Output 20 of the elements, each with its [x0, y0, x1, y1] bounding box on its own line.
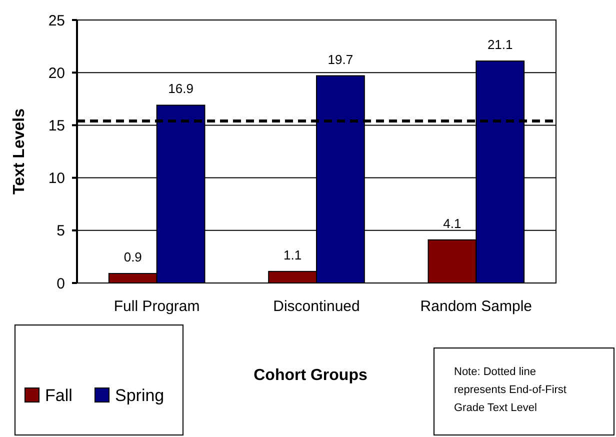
x-axis-title: Cohort Groups — [254, 367, 368, 384]
data-label: 16.9 — [168, 81, 194, 96]
data-label: 21.1 — [487, 37, 513, 52]
y-tick-label: 25 — [48, 12, 65, 30]
y-axis-title: Text Levels — [11, 108, 28, 194]
x-tick-label: Discontinued — [273, 298, 360, 315]
y-tick-label: 15 — [48, 117, 65, 134]
x-tick-label: Full Program — [114, 298, 200, 315]
y-tick-label: 0 — [56, 275, 65, 292]
data-label: 1.1 — [284, 247, 302, 262]
data-label: 19.7 — [328, 52, 354, 67]
y-tick-label: 5 — [56, 222, 65, 240]
legend-label: Spring — [115, 386, 164, 405]
data-label: 0.9 — [124, 250, 142, 265]
legend-label: Fall — [45, 386, 72, 405]
y-tick-label: 10 — [48, 170, 65, 188]
text: Note: Dotted line represents End-of-First Grade Text Level — [454, 366, 566, 414]
data-label: 4.1 — [443, 216, 462, 231]
x-tick-label: Random Sample — [420, 298, 532, 315]
y-tick-label: 20 — [48, 64, 65, 82]
